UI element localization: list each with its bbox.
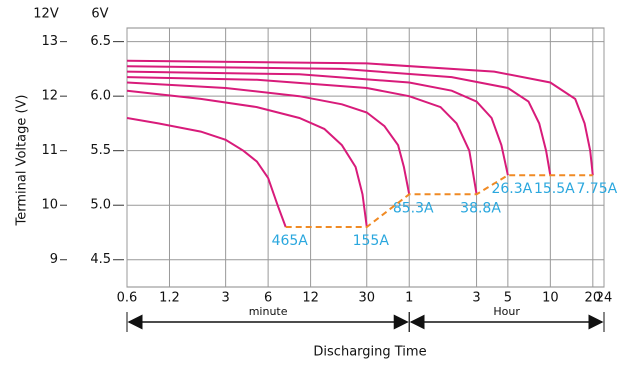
y2-tick-label: 4.5: [90, 252, 111, 267]
y-tick-label: 10: [41, 198, 58, 213]
x-tick-label: 12: [302, 291, 319, 306]
x-axis-label: Discharging Time: [313, 345, 426, 360]
x-tick-label: 3: [221, 291, 229, 306]
curve-label: 155A: [353, 233, 390, 249]
range-label: minute: [249, 305, 288, 318]
x-tick-label: 1: [405, 291, 413, 306]
x-tick-label: 0.6: [117, 291, 138, 306]
y-tick-label: 11: [41, 143, 58, 158]
curve-label: 26.3A: [491, 181, 532, 197]
curve-label: 15.5A: [534, 181, 575, 197]
x-tick-label: 5: [504, 291, 512, 306]
curve-label: 7.75A: [576, 181, 617, 197]
y2-tick-label: 6.5: [90, 34, 111, 49]
y-tick-label: 9: [50, 252, 58, 267]
x-tick-label: 20: [585, 291, 602, 306]
y2-axis-header: 6V: [91, 7, 108, 22]
x-tick-label: 24: [596, 291, 613, 306]
curve-label: 38.8A: [460, 200, 501, 216]
y2-tick-label: 6.0: [90, 89, 111, 104]
curve-label: 85.3A: [393, 200, 434, 216]
discharge-curve: [126, 117, 287, 228]
cutoff-line: [285, 174, 593, 228]
discharge-curve: [126, 59, 594, 176]
x-tick-label: 3: [472, 291, 480, 306]
discharge-curve: [126, 65, 552, 176]
curve-label: 465A: [272, 233, 309, 249]
y2-tick-label: 5.0: [90, 198, 111, 213]
discharge-curve: [126, 89, 368, 228]
y-tick-label: 12: [41, 89, 58, 104]
y-axis-label: Terminal Voltage (V): [15, 94, 30, 226]
y-tick-label: 13: [41, 34, 58, 49]
discharge-curve: [126, 70, 509, 176]
y-axis-header: 12V: [33, 7, 59, 22]
range-label: Hour: [493, 305, 520, 318]
x-tick-label: 6: [264, 291, 272, 306]
discharge-curve: [126, 81, 411, 195]
x-tick-label: 30: [358, 291, 375, 306]
x-tick-label: 1.2: [159, 291, 180, 306]
x-tick-label: 10: [542, 291, 559, 306]
y2-tick-label: 5.5: [90, 143, 111, 158]
discharge-curve: [126, 76, 478, 195]
